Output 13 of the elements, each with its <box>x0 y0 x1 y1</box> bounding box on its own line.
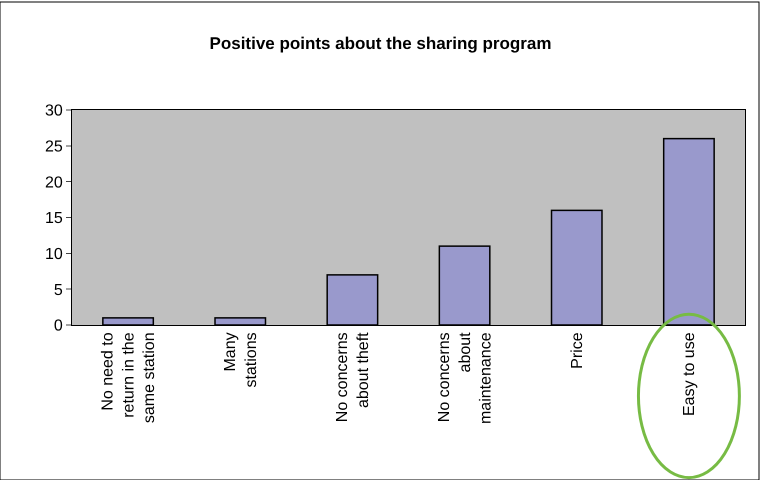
y-tick-label: 0 <box>54 318 63 335</box>
x-tick-label: No concerns about theft <box>334 332 372 422</box>
chart-title: Positive points about the sharing program <box>210 34 552 54</box>
y-tick-label: 15 <box>45 210 63 228</box>
y-tick-label: 5 <box>54 282 63 299</box>
y-tick-label: 20 <box>45 174 63 192</box>
y-tick-label: 30 <box>45 102 63 120</box>
y-tick-label: 25 <box>45 138 63 156</box>
x-tick-label: Many stations <box>222 332 260 388</box>
x-tick-label: Price <box>568 332 586 369</box>
x-tick-label: Easy to use <box>681 332 698 416</box>
y-tick-label: 10 <box>45 246 63 263</box>
x-tick-label: No need to return in the same station <box>99 332 158 424</box>
